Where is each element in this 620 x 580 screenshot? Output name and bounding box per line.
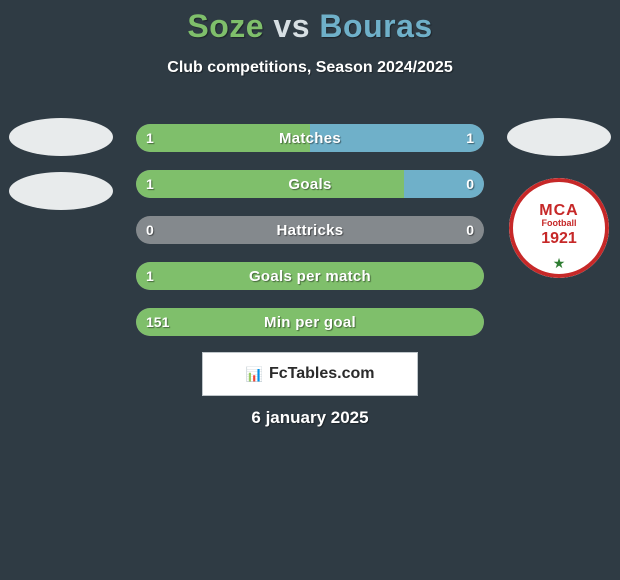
left-team-badges — [6, 118, 116, 226]
crest-star-icon: ★ — [553, 255, 566, 272]
team-badge-placeholder — [507, 118, 611, 156]
player1-name: Soze — [187, 8, 264, 44]
date-text: 6 january 2025 — [0, 408, 620, 428]
stat-row: 10Goals — [136, 170, 484, 198]
comparison-infographic: Soze vs Bouras Club competitions, Season… — [0, 0, 620, 580]
right-team-badges: MCAFootball1921★ — [504, 118, 614, 278]
stat-row: 1Goals per match — [136, 262, 484, 290]
team-badge-placeholder — [9, 118, 113, 156]
vs-text: vs — [273, 8, 310, 44]
crest-line2: Football — [542, 218, 577, 228]
stat-row: 151Min per goal — [136, 308, 484, 336]
subtitle: Club competitions, Season 2024/2025 — [0, 59, 620, 77]
chart-icon: 📊 — [246, 366, 263, 383]
player2-name: Bouras — [319, 8, 432, 44]
stat-label: Goals per match — [136, 262, 484, 290]
club-crest: MCAFootball1921★ — [509, 178, 609, 278]
stats-container: 11Matches 10Goals 00Hattricks 1Goals per ma… — [136, 124, 484, 354]
stat-label: Goals — [136, 170, 484, 198]
page-title: Soze vs Bouras — [0, 0, 620, 45]
stat-label: Min per goal — [136, 308, 484, 336]
source-attribution: 📊 FcTables.com — [202, 352, 418, 396]
team-badge-placeholder — [9, 172, 113, 210]
stat-row: 00Hattricks — [136, 216, 484, 244]
stat-label: Hattricks — [136, 216, 484, 244]
stat-row: 11Matches — [136, 124, 484, 152]
stat-label: Matches — [136, 124, 484, 152]
source-site: FcTables.com — [269, 365, 375, 383]
crest-year: 1921 — [541, 230, 577, 248]
